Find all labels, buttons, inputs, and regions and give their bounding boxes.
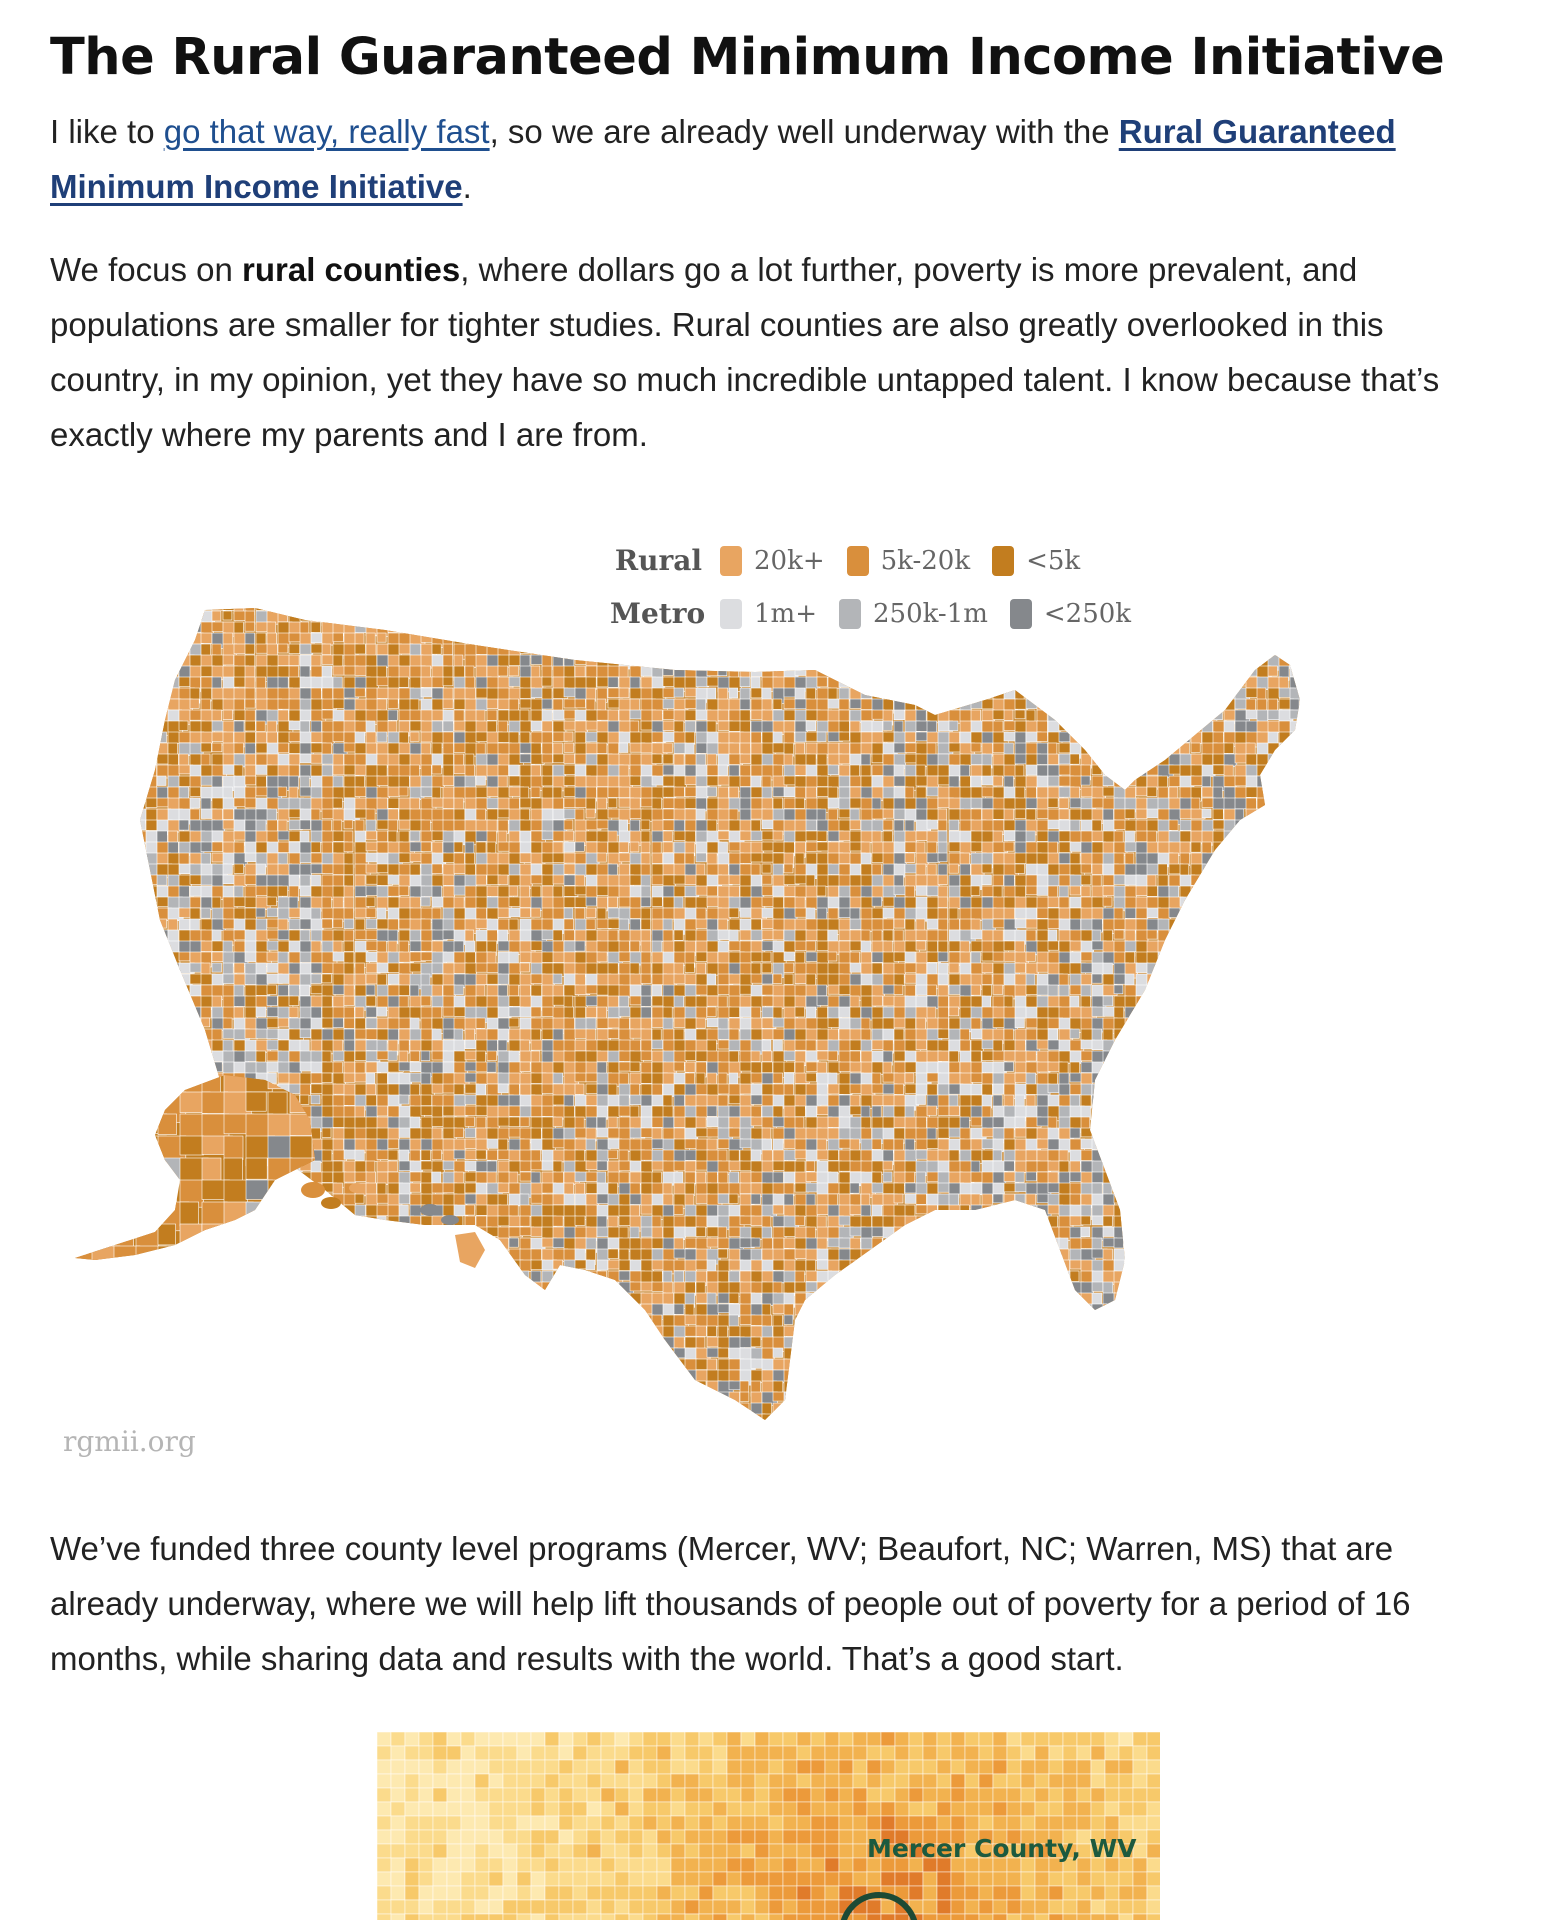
mercer-county-label: Mercer County, WV (867, 1834, 1137, 1863)
intro-text-1: I like to (50, 113, 164, 150)
legend-swatch (838, 598, 861, 629)
intro-text-3: . (462, 168, 472, 205)
legend-label: <250k (1043, 598, 1132, 629)
legend-item: 1m+ (720, 598, 817, 629)
legend-rural-row: Rural 20k+ 5k-20k <5k (610, 534, 1153, 587)
legend-metro-title: Metro (610, 597, 706, 630)
us-county-map (75, 608, 1300, 1420)
rgmii-link[interactable]: Rural Guaranteed Minimum Income Initiati… (50, 113, 1396, 205)
legend-label: 5k-20k (880, 545, 971, 576)
article: The Rural Guaranteed Minimum Income Init… (50, 24, 1500, 462)
legend-swatch (720, 545, 742, 576)
focus-text-2: , where dollars go a lot further, povert… (50, 251, 1440, 453)
legend-swatch (1009, 598, 1032, 629)
legend-swatch (720, 598, 742, 629)
focus-paragraph: We focus on rural counties, where dollar… (50, 242, 1500, 462)
legend-label: 20k+ (754, 545, 825, 576)
legend-swatch (992, 545, 1015, 576)
legend-swatch (846, 545, 869, 576)
legend-item: 250k-1m (838, 598, 988, 629)
legend-item: <5k (992, 545, 1081, 576)
mercer-heatmap (377, 1732, 1160, 1920)
legend-item: 5k-20k (846, 545, 971, 576)
contiguous-us-counties (140, 608, 1300, 1420)
intro-text-2: , so we are already well underway with t… (489, 113, 1119, 150)
us-county-map-figure: Rural 20k+ 5k-20k <5k Metro 1m+ 250k (55, 520, 1475, 1470)
map-credit: rgmii.org (63, 1425, 196, 1458)
map-legend: Rural 20k+ 5k-20k <5k Metro 1m+ 250k (610, 534, 1153, 640)
rural-counties-bold: rural counties (242, 251, 461, 288)
focus-text-1: We focus on (50, 251, 242, 288)
legend-item: <250k (1009, 598, 1132, 629)
go-that-way-link[interactable]: go that way, really fast (163, 113, 490, 150)
mercer-county-map: Mercer County, WV (377, 1732, 1160, 1920)
legend-label: <5k (1026, 545, 1081, 576)
intro-paragraph: I like to go that way, really fast, so w… (50, 104, 1500, 214)
legend-rural-title: Rural (614, 544, 702, 577)
page-title: The Rural Guaranteed Minimum Income Init… (50, 28, 1445, 87)
legend-metro-row: Metro 1m+ 250k-1m <250k (610, 587, 1153, 640)
legend-label: 1m+ (754, 598, 817, 629)
programs-paragraph: We’ve funded three county level programs… (50, 1530, 1411, 1677)
legend-item: 20k+ (720, 545, 825, 576)
hawaii-counties (301, 1182, 485, 1268)
legend-label: 250k-1m (872, 598, 988, 629)
